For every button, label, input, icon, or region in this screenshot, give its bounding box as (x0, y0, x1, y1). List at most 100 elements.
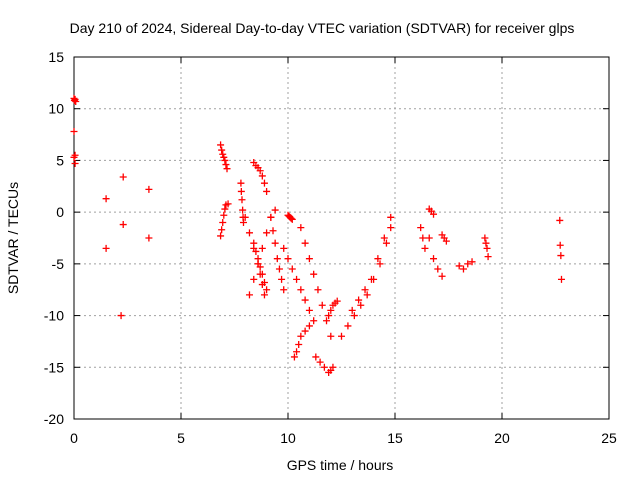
data-point (344, 322, 352, 330)
chart-title: Day 210 of 2024, Sidereal Day-to-day VTE… (70, 20, 575, 36)
series-arc-12.5h-up (338, 224, 395, 340)
series-arc-9.2h (267, 213, 288, 294)
data-point (258, 244, 266, 252)
series-arc-11.3h-low (312, 353, 337, 376)
x-tick-label: 10 (280, 430, 296, 446)
data-point (350, 312, 358, 320)
data-point (301, 327, 309, 335)
x-tick-label: 25 (601, 430, 617, 446)
data-points (70, 94, 565, 376)
data-point (455, 262, 463, 270)
data-point (376, 260, 384, 268)
data-point (310, 317, 318, 325)
series-arc-18.3h (455, 258, 476, 273)
data-point (280, 244, 288, 252)
data-point (256, 167, 264, 175)
data-point (218, 146, 226, 154)
data-point (357, 301, 365, 309)
data-point (222, 161, 230, 169)
data-point (459, 265, 467, 273)
data-point (484, 253, 492, 261)
y-tick-label: -5 (52, 256, 65, 272)
data-point (256, 263, 264, 271)
series-arc-8.4h-mid (250, 239, 271, 294)
data-point (380, 234, 388, 242)
data-point (430, 255, 438, 263)
data-point (220, 153, 228, 161)
data-point (367, 275, 375, 283)
data-point (483, 244, 491, 252)
data-point (481, 234, 489, 242)
data-point (260, 291, 268, 299)
data-point (252, 247, 260, 255)
data-point (557, 252, 565, 260)
data-point (245, 291, 253, 299)
series-arc-10.3h-dip (290, 317, 318, 361)
data-point (434, 265, 442, 273)
data-point (217, 232, 225, 240)
y-tick-label: 0 (56, 204, 64, 220)
data-point (223, 165, 231, 173)
series-arc-12.0h (325, 297, 341, 320)
data-point (250, 239, 258, 247)
data-point (464, 260, 472, 268)
data-point (219, 150, 227, 158)
data-point (260, 179, 268, 187)
data-point (333, 297, 341, 305)
data-point (287, 214, 295, 222)
data-point (468, 258, 476, 266)
data-point (254, 255, 262, 263)
grid-lines (74, 57, 609, 419)
data-point (438, 272, 446, 280)
data-point (271, 239, 279, 247)
data-point (245, 229, 253, 237)
data-point (325, 312, 333, 320)
data-point (417, 224, 425, 232)
data-point (329, 363, 337, 371)
data-point (280, 286, 288, 294)
data-point (239, 218, 247, 226)
data-point (258, 172, 266, 180)
data-point (374, 255, 382, 263)
data-point (241, 213, 249, 221)
data-point (361, 286, 369, 294)
series-arc-22.7h (556, 216, 565, 283)
x-tick-label: 20 (494, 430, 510, 446)
plot-frame (73, 56, 610, 420)
data-point (288, 265, 296, 273)
data-point (288, 215, 296, 223)
y-tick-label: -20 (44, 411, 64, 427)
data-point (70, 127, 78, 135)
data-point (72, 97, 80, 105)
data-point (219, 218, 227, 226)
data-point (117, 312, 125, 320)
data-point (482, 239, 490, 247)
data-point (425, 234, 433, 242)
data-point (338, 332, 345, 340)
data-point (263, 286, 271, 294)
data-point (382, 239, 390, 247)
data-point (275, 265, 283, 273)
y-tick-label: -10 (44, 308, 64, 324)
data-point (387, 213, 395, 221)
data-point (363, 291, 371, 299)
y-tick-label: -15 (44, 359, 64, 375)
data-point (297, 286, 305, 294)
data-point (421, 244, 429, 252)
x-tick-label: 0 (70, 430, 78, 446)
data-point (263, 187, 271, 195)
y-tick-label: 5 (56, 152, 64, 168)
data-point (102, 244, 110, 252)
data-point (327, 332, 335, 340)
data-point (102, 195, 110, 203)
data-point (145, 185, 153, 193)
data-point (267, 213, 275, 221)
x-axis-label: GPS time / hours (287, 457, 394, 473)
data-point (71, 160, 79, 168)
series-arc-10.6h-down (297, 224, 335, 340)
data-point (557, 275, 565, 283)
data-point (218, 226, 226, 234)
data-point (312, 353, 320, 361)
data-point (310, 270, 318, 278)
